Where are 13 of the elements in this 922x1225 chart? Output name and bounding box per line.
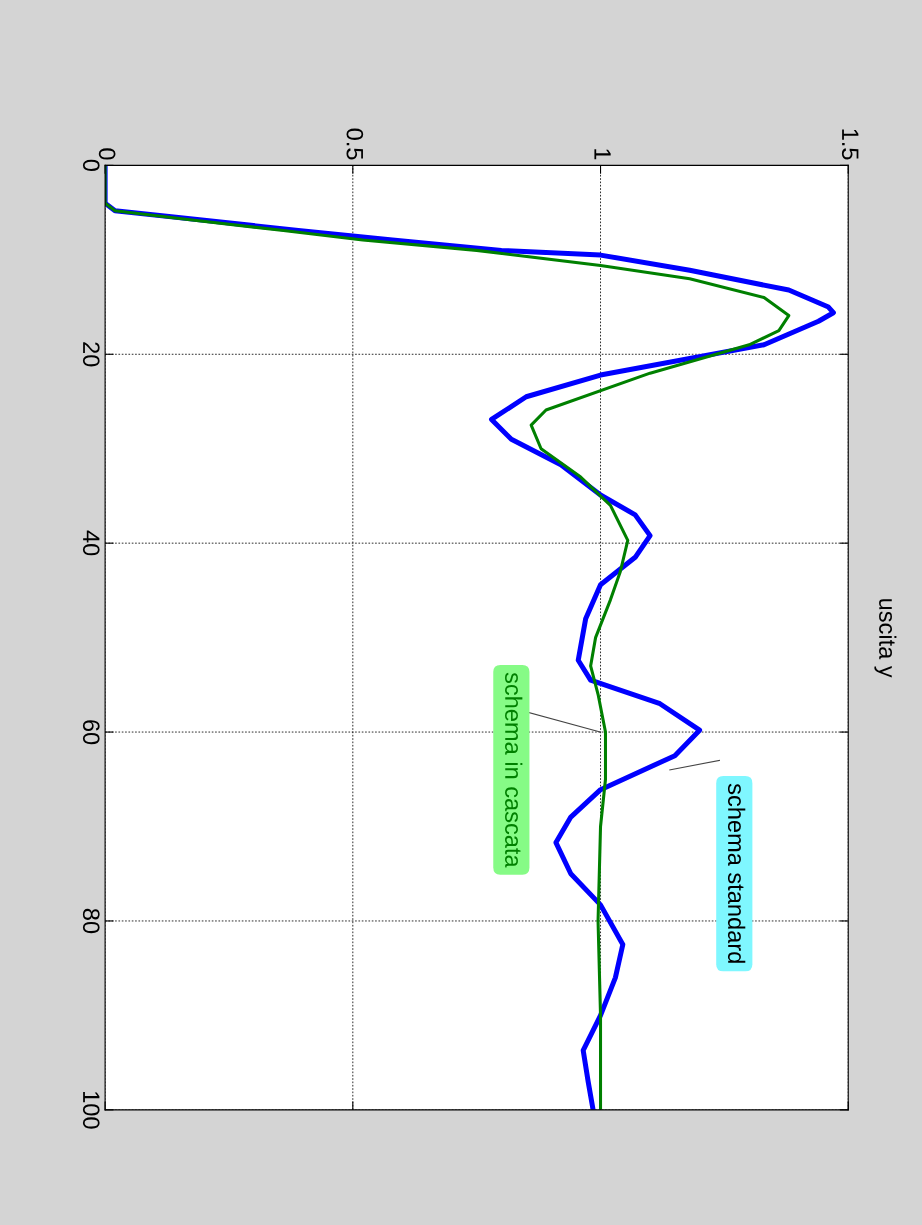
text: uscita y (874, 599, 897, 678)
y-tick-label: 20 (82, 342, 100, 367)
y-tick-label: 60 (82, 720, 100, 745)
x-tick-label: 0 (98, 148, 116, 160)
x-tick-label: 1 (594, 149, 611, 160)
text: schema in cascata (505, 672, 523, 868)
y-tick-label: 100 (82, 1091, 100, 1129)
y-tick-label: 40 (82, 530, 100, 556)
y-tick-label: 0 (82, 159, 100, 172)
x-tick-label: 1.5 (841, 129, 859, 160)
y-tick-label: 80 (82, 908, 100, 934)
x-tick-label: 0.5 (346, 128, 364, 160)
text: schema standard (727, 783, 746, 963)
